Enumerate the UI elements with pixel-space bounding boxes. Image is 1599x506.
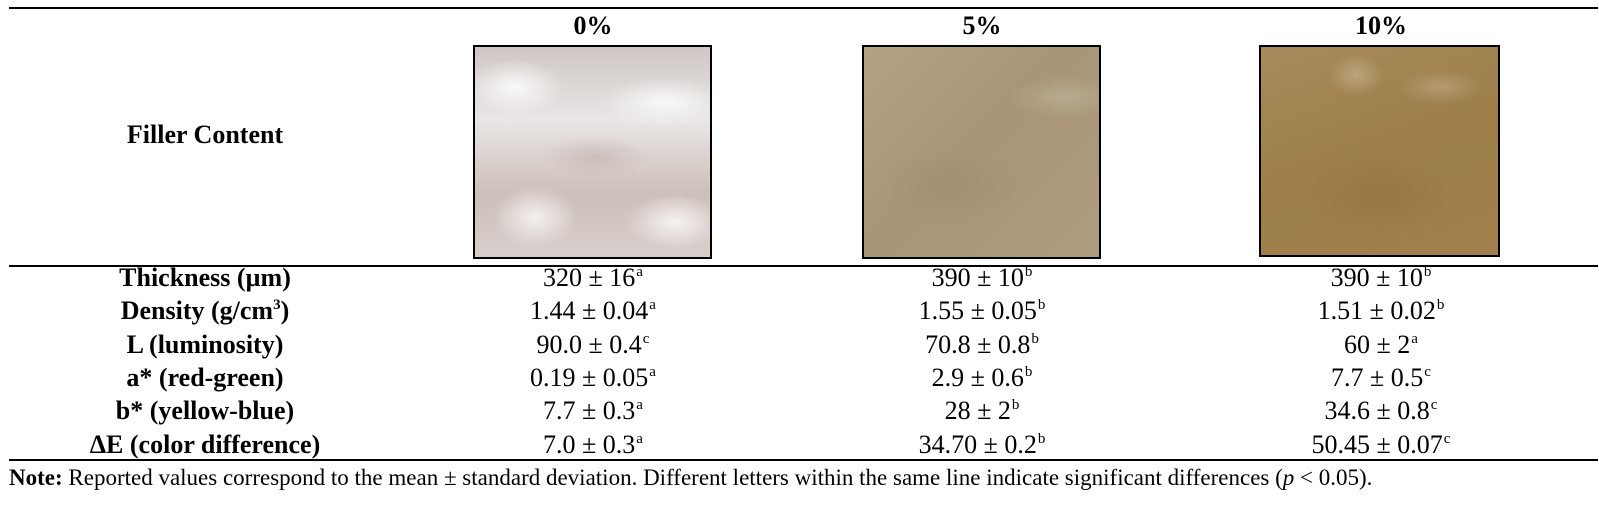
- row-label-tail: ): [280, 296, 290, 326]
- value-cell-10-percent: 60 ± 2a: [1231, 328, 1531, 366]
- mean-sd-value: 7.7 ± 0.3: [543, 396, 636, 426]
- row-label: Thickness (µm): [0, 261, 410, 294]
- significance-letter: a: [636, 430, 643, 447]
- note-text: Reported values correspond to the mean ±…: [62, 465, 1283, 490]
- note-label: Note:: [9, 465, 63, 490]
- significance-letter: b: [1024, 264, 1033, 280]
- significance-letter: a: [649, 297, 656, 314]
- table-row: Density (g/cm3) 1.44 ± 0.04a 1.55 ± 0.05b 1…: [0, 294, 1599, 327]
- mean-sd-value: 60 ± 2: [1344, 329, 1411, 359]
- mean-sd-value: 70.8 ± 0.8: [925, 329, 1031, 359]
- significance-letter: b: [1037, 297, 1046, 314]
- mean-sd-value: 34.70 ± 0.2: [918, 429, 1037, 459]
- value-cell-10-percent: 34.6 ± 0.8c: [1231, 394, 1531, 432]
- table-row: b* (yellow-blue) 7.7 ± 0.3a 28 ± 2b 34.6 ± …: [0, 394, 1599, 427]
- value-cell-10-percent: 7.7 ± 0.5c: [1231, 361, 1531, 399]
- row-label: b* (yellow-blue): [0, 394, 410, 427]
- value-cell-0-percent: 0.19 ± 0.05a: [443, 361, 743, 399]
- row-label-text: ΔE (color difference): [89, 429, 321, 459]
- filler-content-header: Filler Content: [126, 120, 284, 149]
- film-sample-image-5-percent: [862, 45, 1101, 259]
- mean-sd-value: 90.0 ± 0.4: [536, 329, 642, 359]
- significance-letter: b: [1436, 297, 1445, 314]
- value-cell-0-percent: 320 ± 16a: [443, 261, 743, 299]
- value-cell-5-percent: 1.55 ± 0.05b: [832, 294, 1132, 332]
- significance-letter: a: [649, 363, 656, 380]
- significance-letter: a: [636, 397, 643, 414]
- value-cell-5-percent: 390 ± 10b: [832, 261, 1132, 299]
- row-label: a* (red-green): [0, 361, 410, 394]
- mean-sd-value: 50.45 ± 0.07: [1311, 429, 1443, 459]
- table-header-rule: [9, 265, 1598, 267]
- value-cell-0-percent: 90.0 ± 0.4c: [443, 328, 743, 366]
- column-header-10-percent: 10%: [1355, 11, 1407, 40]
- mean-sd-value: 1.51 ± 0.02: [1317, 296, 1436, 326]
- row-label-text: b* (yellow-blue): [115, 396, 295, 426]
- note-tail: < 0.05).: [1294, 465, 1373, 490]
- row-label: Density (g/cm3): [0, 294, 410, 332]
- value-cell-5-percent: 70.8 ± 0.8b: [832, 328, 1132, 366]
- row-label: L (luminosity): [0, 328, 410, 361]
- mean-sd-value: 1.55 ± 0.05: [918, 296, 1037, 326]
- mean-sd-value: 1.44 ± 0.04: [530, 296, 649, 326]
- mean-sd-value: 0.19 ± 0.05: [530, 362, 649, 392]
- mean-sd-value: 390 ± 10: [931, 263, 1024, 292]
- significance-letter: c: [1424, 363, 1431, 380]
- row-label-superscript: 3: [273, 297, 281, 314]
- row-label: ΔE (color difference): [0, 428, 410, 461]
- column-header-0-percent: 0%: [573, 11, 613, 40]
- table-row: Thickness (µm) 320 ± 16a 390 ± 10b 390 ± 10…: [0, 261, 1599, 294]
- significance-letter: b: [1011, 397, 1020, 414]
- significance-letter: c: [1443, 430, 1451, 447]
- value-cell-5-percent: 28 ± 2b: [832, 394, 1132, 432]
- table-row: L (luminosity) 90.0 ± 0.4c 70.8 ± 0.8b 60 ±…: [0, 328, 1599, 361]
- mean-sd-value: 2.9 ± 0.6: [931, 362, 1024, 392]
- table-row: a* (red-green) 0.19 ± 0.05a 2.9 ± 0.6b 7.7 …: [0, 361, 1599, 394]
- value-cell-10-percent: 50.45 ± 0.07c: [1231, 428, 1531, 466]
- value-cell-0-percent: 7.7 ± 0.3a: [443, 394, 743, 432]
- mean-sd-value: 34.6 ± 0.8: [1324, 396, 1430, 426]
- column-header-5-percent: 5%: [962, 11, 1002, 40]
- significance-letter: c: [642, 330, 650, 347]
- table-note: Note: Reported values correspond to the …: [9, 463, 1372, 493]
- mean-sd-value: 7.7 ± 0.5: [1331, 362, 1424, 392]
- mean-sd-value: 7.0 ± 0.3: [543, 429, 636, 459]
- value-cell-10-percent: 1.51 ± 0.02b: [1231, 294, 1531, 332]
- mean-sd-value: 28 ± 2: [944, 396, 1011, 426]
- value-cell-0-percent: 7.0 ± 0.3a: [443, 428, 743, 466]
- film-sample-image-10-percent: [1259, 45, 1500, 257]
- table-top-rule: [9, 7, 1598, 9]
- row-label-text: a* (red-green): [126, 362, 284, 392]
- mean-sd-value: 320 ± 16: [543, 263, 636, 292]
- note-p-symbol: p: [1282, 465, 1295, 490]
- row-label-text: L (luminosity): [126, 329, 284, 359]
- significance-letter: c: [1430, 397, 1438, 414]
- table-bottom-rule: [9, 459, 1598, 461]
- significance-letter: b: [1031, 330, 1039, 347]
- row-label-text: Density (g/cm: [120, 296, 274, 326]
- value-cell-10-percent: 390 ± 10b: [1231, 261, 1531, 299]
- table-row: ΔE (color difference) 7.0 ± 0.3a 34.70 ± 0…: [0, 428, 1599, 461]
- value-cell-0-percent: 1.44 ± 0.04a: [443, 294, 743, 332]
- significance-letter: b: [1037, 430, 1046, 447]
- significance-letter: b: [1024, 363, 1033, 380]
- row-label-text: Thickness (µm): [119, 263, 291, 292]
- significance-letter: b: [1423, 264, 1432, 280]
- significance-letter: a: [1411, 330, 1418, 347]
- significance-letter: a: [636, 264, 643, 280]
- value-cell-5-percent: 34.70 ± 0.2b: [832, 428, 1132, 466]
- film-sample-image-0-percent: [473, 45, 712, 259]
- mean-sd-value: 390 ± 10: [1330, 263, 1423, 292]
- value-cell-5-percent: 2.9 ± 0.6b: [832, 361, 1132, 399]
